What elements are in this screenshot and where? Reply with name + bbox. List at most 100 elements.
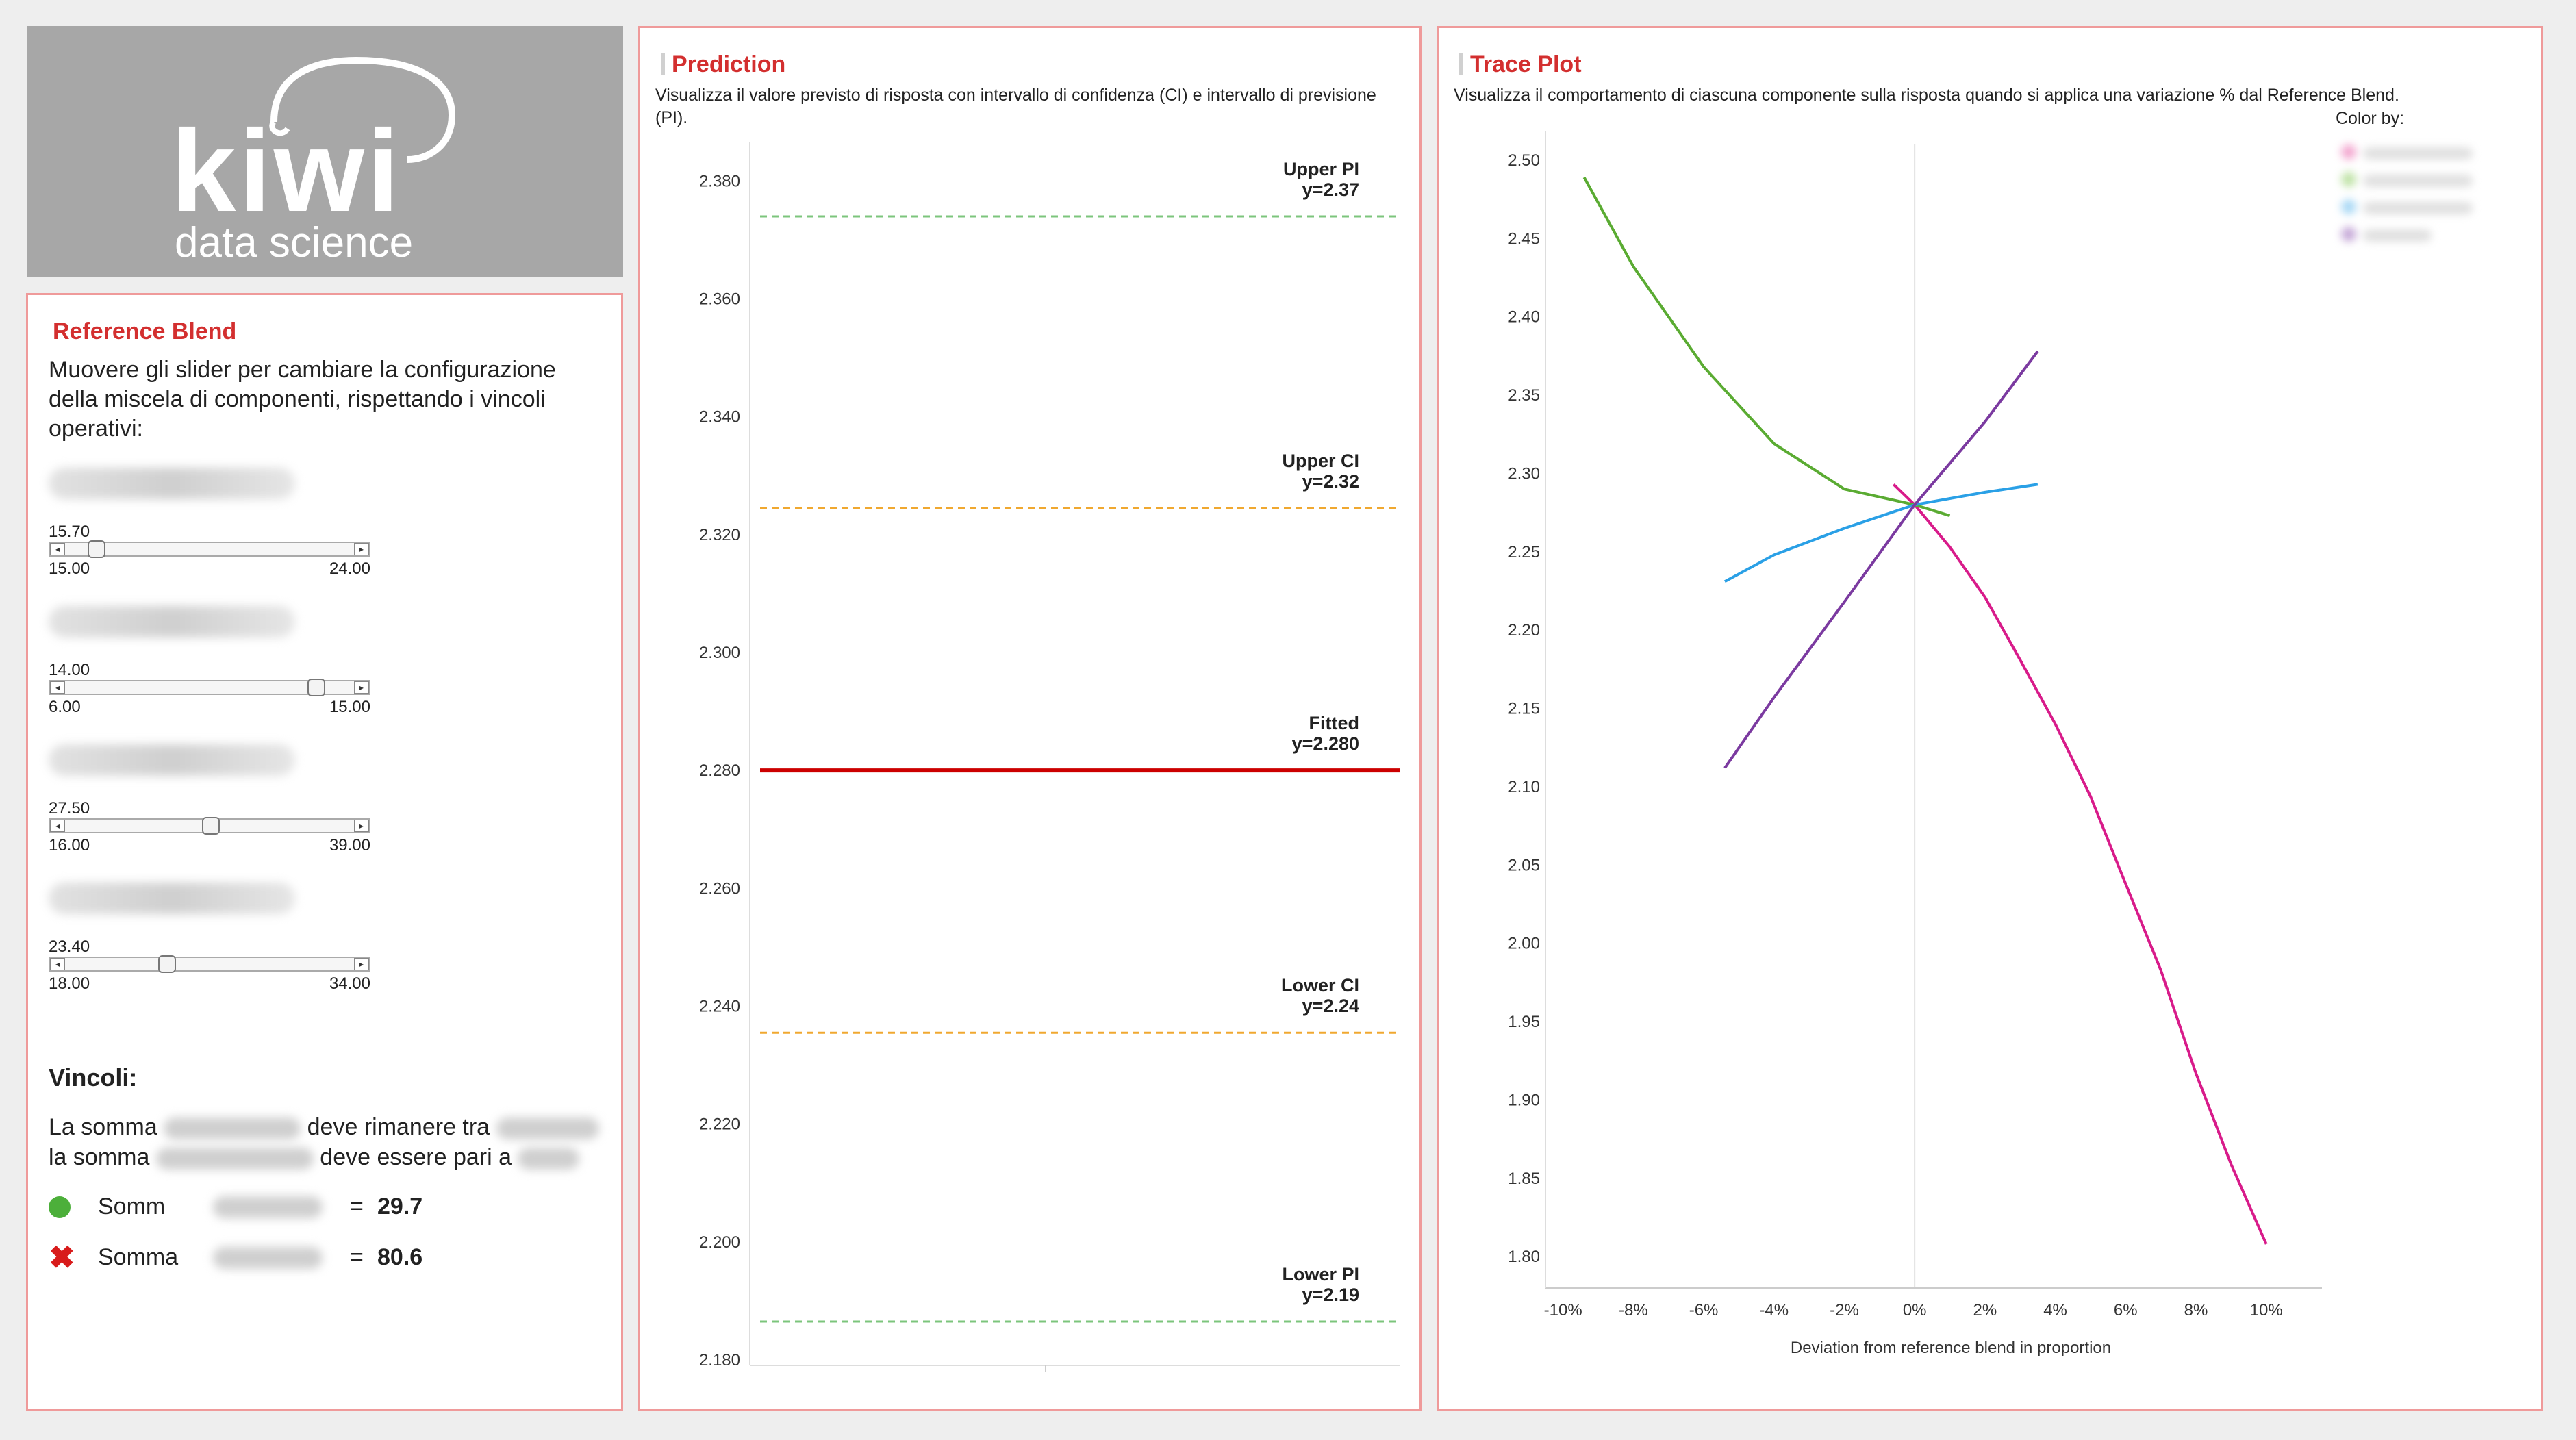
component-name [49,883,295,914]
x-tick-label: 6% [2114,1301,2138,1319]
y-tick-label: 2.260 [699,879,740,898]
y-tick-label: 2.00 [1508,935,1540,953]
y-tick-label: 2.280 [699,761,740,780]
slider-max: 15.00 [329,698,370,716]
trace-series-4 [1723,350,2039,769]
constraint-1-text-b: deve rimanere tra [307,1114,490,1140]
prediction-chart: 2.380 2.360 2.340 2.320 2.300 2.280 2.260 2.240… [699,142,1400,1372]
slider-min: 16.00 [49,836,90,855]
slider-right-arrow-icon[interactable]: ▸ [354,820,369,832]
slider-thumb[interactable] [87,540,105,558]
color-legend [2341,144,2499,254]
component-name [49,606,295,637]
slider-max: 39.00 [329,836,370,855]
row-2-equals: = [350,1244,364,1270]
component-name [49,468,295,499]
reference-line-value: y=2.280 [1292,733,1359,754]
y-tick-label: 2.20 [1508,621,1540,640]
trace-series-1 [1893,483,2268,1245]
slider-right-arrow-icon[interactable]: ▸ [354,681,369,694]
trace-plot-title: Trace Plot [1459,51,1582,78]
y-tick-label: 2.40 [1508,308,1540,327]
trace-plot-chart: 2.50 2.45 2.40 2.35 2.30 2.25 2.20 2.15 2.10 2.05… [1508,131,2322,1357]
x-tick-label: 4% [2043,1301,2067,1319]
kiwi-logo-graphic: kiwi data science [171,56,456,266]
constraint-2-text-b: deve essere pari a [320,1144,512,1170]
reference-line-label: Fitted [1309,713,1360,733]
y-tick-label: 2.340 [699,408,740,427]
slider-thumb[interactable] [307,679,326,696]
constraint-line-2: la somma deve essere pari a [49,1143,580,1172]
reference-line-value: y=2.19 [1302,1285,1359,1305]
slider-right-arrow-icon[interactable]: ▸ [354,543,369,555]
x-tick-label: 10% [2250,1301,2283,1319]
y-tick-label: 1.85 [1508,1170,1540,1188]
slider-right-arrow-icon[interactable]: ▸ [354,958,369,970]
trace-plot-description: Visualizza il comportamento di ciascuna … [1454,86,2399,105]
row-2-value: 80.6 [377,1244,423,1270]
slider-track[interactable]: ◂ ▸ [49,817,370,835]
slider-left-arrow-icon[interactable]: ◂ [50,820,65,832]
color-by-label: Color by: [2336,109,2405,128]
slider-track[interactable]: ◂ ▸ [49,540,370,558]
x-tick-label: -2% [1830,1301,1859,1319]
slider-value: 15.70 [49,522,90,541]
x-tick-label: -4% [1759,1301,1789,1319]
y-tick-label: 2.220 [699,1115,740,1134]
slider-track[interactable]: ◂ ▸ [49,679,370,696]
y-tick-label: 2.35 [1508,386,1540,405]
x-tick-label: 8% [2184,1301,2208,1319]
slider-thumb[interactable] [202,817,220,835]
slider-left-arrow-icon[interactable]: ◂ [50,543,65,555]
slider-thumb[interactable] [157,955,176,973]
y-tick-label: 2.300 [699,644,740,662]
reference-blend-panel: Reference Blend Muovere gli slider per c… [26,293,623,1411]
x-tick-label: 0% [1903,1301,1927,1319]
trace-plot-panel: Trace Plot Visualizza il comportamento d… [1437,26,2543,1411]
y-tick-label: 2.30 [1508,464,1540,483]
component-slider-3[interactable]: 27.50 ◂ ▸ 16.00 39.00 [49,744,375,861]
row-2-label: Somma [98,1244,179,1270]
slider-value: 14.00 [49,661,90,679]
slider-value: 23.40 [49,937,90,956]
slider-left-arrow-icon[interactable]: ◂ [50,958,65,970]
reference-line-label: Lower PI [1282,1264,1359,1285]
slider-min: 18.00 [49,974,90,993]
error-x-icon: ✖ [49,1239,75,1275]
kiwi-logo: kiwi data science [27,26,623,277]
x-tick-label: -10% [1544,1301,1582,1319]
trace-series-2 [1582,177,1951,518]
slider-track[interactable]: ◂ ▸ [49,955,370,973]
constraint-1-text-a: La somma [49,1114,157,1140]
slider-left-arrow-icon[interactable]: ◂ [50,681,65,694]
y-tick-label: 2.240 [699,998,740,1016]
prediction-panel: Prediction Visualizza il valore previsto… [638,26,1422,1411]
y-tick-label: 1.95 [1508,1013,1540,1031]
reference-line-value: y=2.24 [1302,996,1359,1016]
component-name [49,744,295,776]
y-tick-label: 2.10 [1508,778,1540,796]
y-tick-label: 2.15 [1508,700,1540,718]
slider-min: 15.00 [49,559,90,578]
speech-bubble-icon [270,56,456,163]
ok-status-icon [49,1196,71,1218]
reference-line-label: Upper PI [1283,159,1359,179]
component-slider-2[interactable]: 14.00 ◂ ▸ 6.00 15.00 [49,606,375,722]
prediction-title: Prediction [661,51,785,78]
row-1-value: 29.7 [377,1193,423,1220]
component-slider-4[interactable]: 23.40 ◂ ▸ 18.00 34.00 [49,883,375,999]
constraint-row-1: Somm = 29.7 [49,1193,610,1228]
logo-brand: kiwi [171,106,402,236]
slider-min: 6.00 [49,698,81,716]
y-tick-label: 2.360 [699,290,740,309]
component-slider-1[interactable]: 15.70 ◂ ▸ 15.00 24.00 [49,468,375,584]
y-tick-label: 2.200 [699,1233,740,1252]
slider-max: 24.00 [329,559,370,578]
y-tick-label: 2.25 [1508,543,1540,561]
y-tick-label: 1.90 [1508,1091,1540,1109]
logo-tagline: data science [175,219,413,266]
x-tick-label: -8% [1619,1301,1648,1319]
x-tick-label: 2% [1973,1301,1997,1319]
y-tick-label: 2.380 [699,172,740,190]
constraint-row-2: ✖ Somma = 80.6 [49,1239,610,1278]
